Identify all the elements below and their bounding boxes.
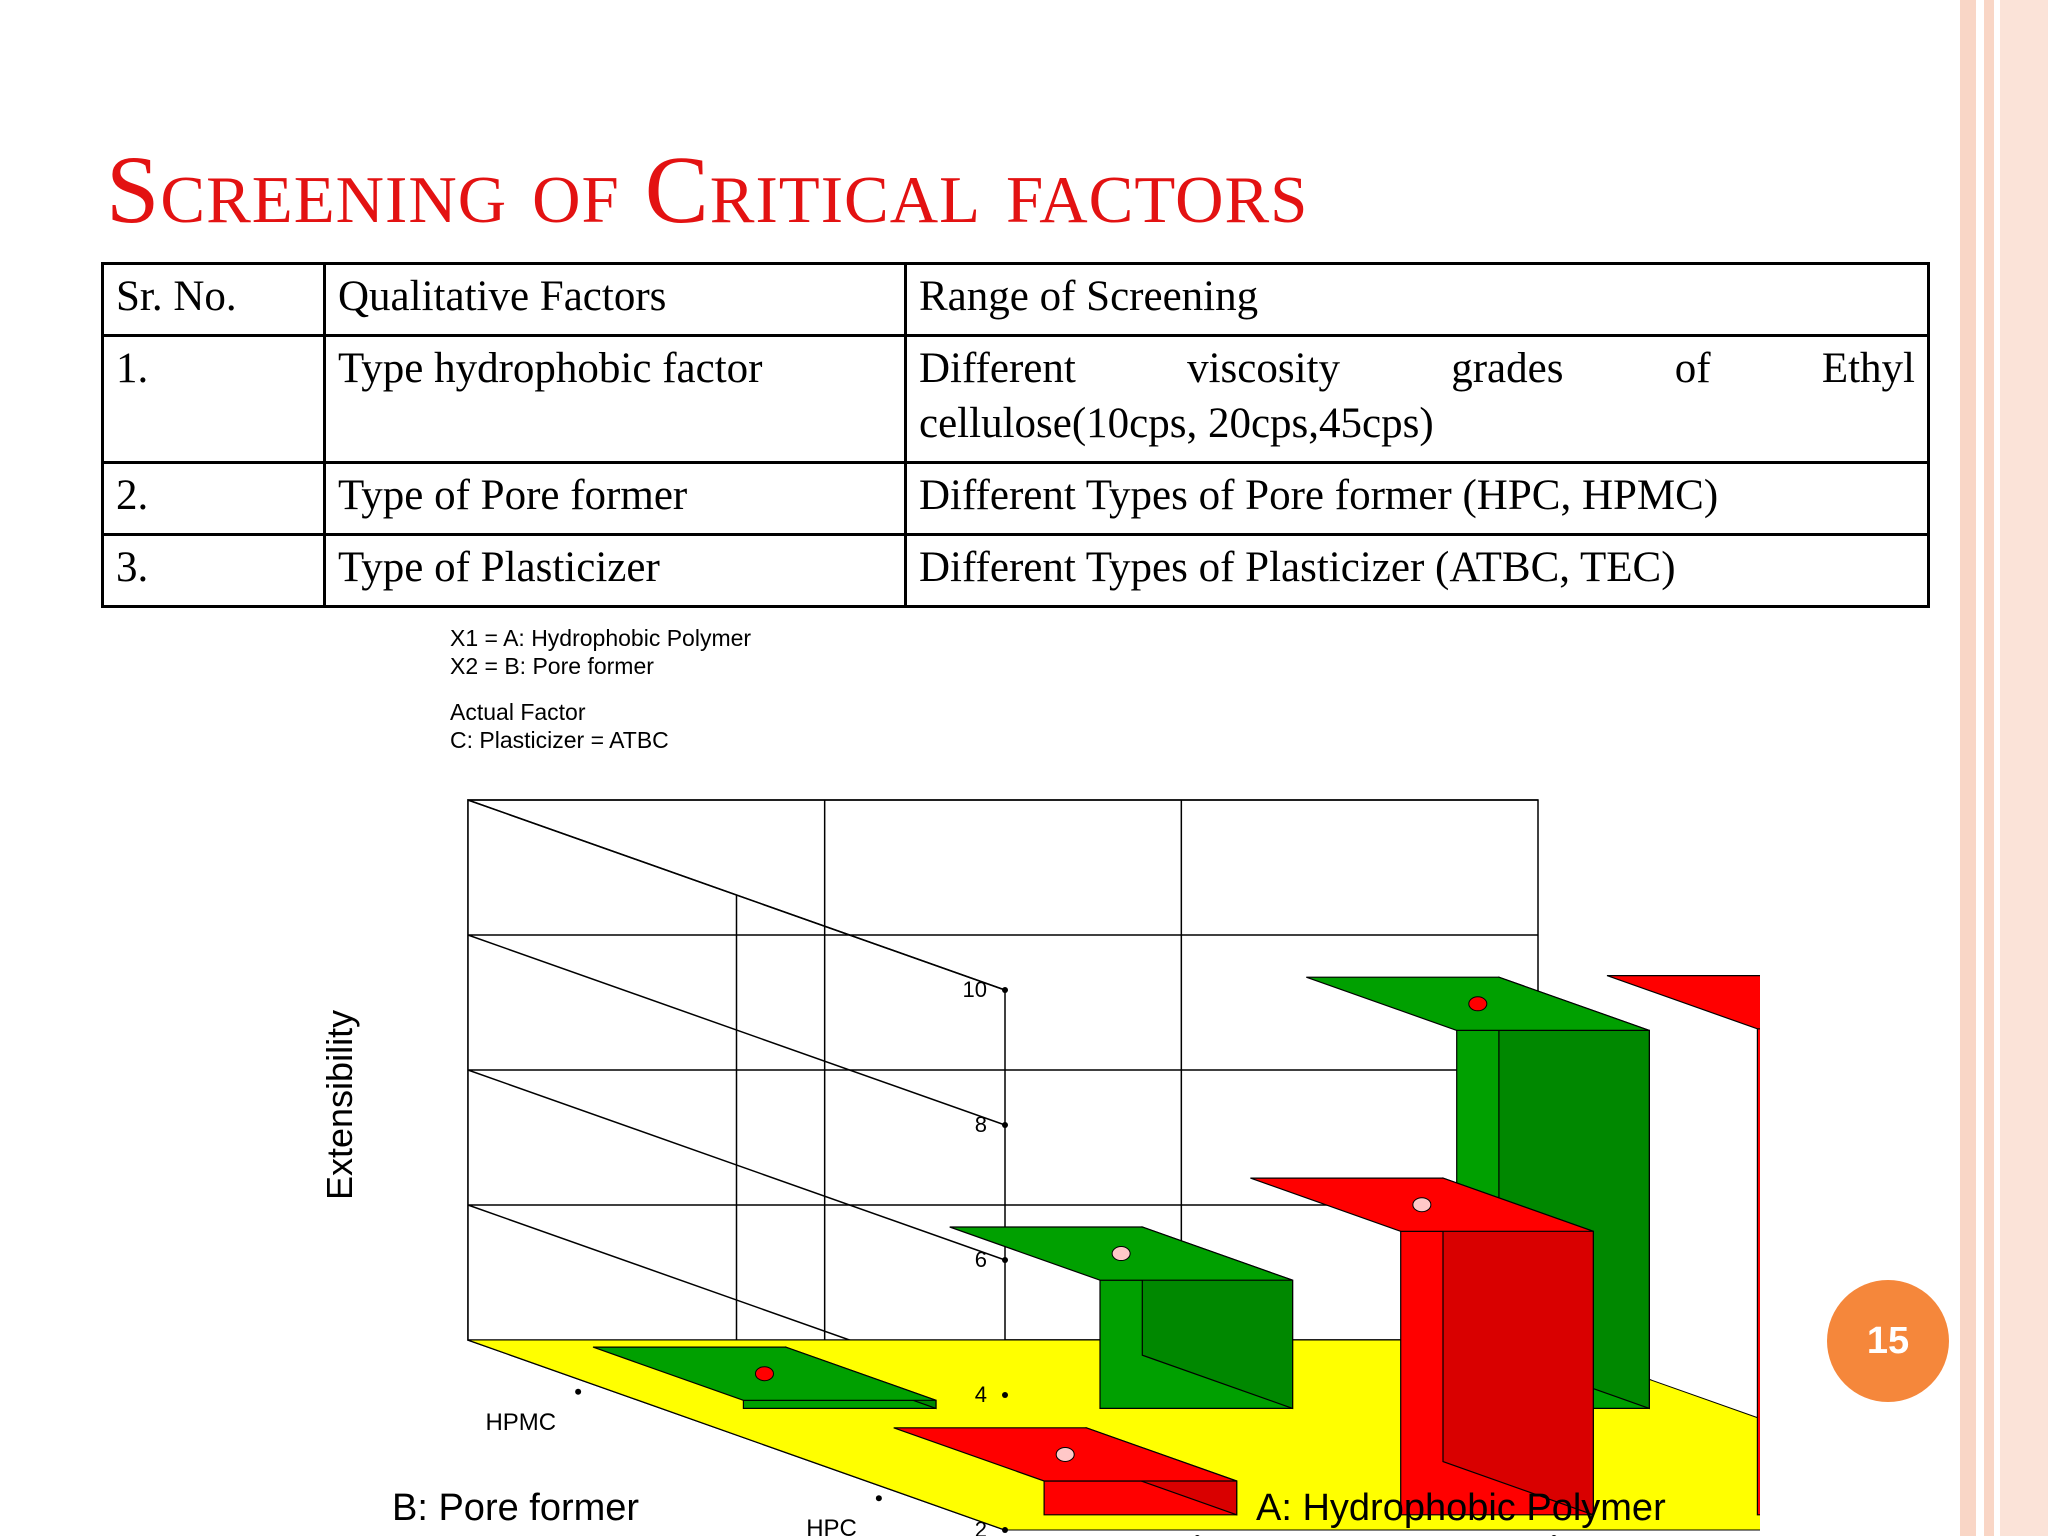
cell-sr: 2.	[101, 461, 326, 537]
header-qualitative-factors: Qualitative Factors	[323, 261, 907, 338]
bar-hpc-ec-20-cps	[1250, 1177, 1594, 1516]
cell-sr: 3.	[101, 533, 326, 609]
z-tick-label: 10	[963, 977, 987, 1002]
z-tick-mark	[1002, 1257, 1008, 1263]
bar-hpmc-ec-10-cps	[592, 1346, 937, 1410]
border-stripe-inner	[1984, 0, 1994, 1536]
legend-line: C: Plasticizer = ATBC	[450, 727, 669, 753]
table-header-row: Sr. No. Qualitative Factors Range of Scr…	[101, 261, 1930, 338]
z-axis-title: Extensibility	[319, 1010, 360, 1200]
table-row: 1. Type hydrophobic factor Different vis…	[101, 334, 1930, 465]
legend-line: Actual Factor	[450, 699, 586, 725]
cell-factor: Type of Plasticizer	[323, 533, 907, 609]
bar-front-face	[742, 1399, 937, 1410]
bar-hpc-ec-10-cps	[893, 1426, 1238, 1516]
cell-range: Different Types of Pore former (HPC, HPM…	[904, 461, 1930, 537]
z-tick-mark	[1002, 1392, 1008, 1398]
cell-range: Different viscosity grades of Ethyl cell…	[904, 334, 1930, 465]
bar-design-point	[754, 1366, 774, 1382]
z-tick-mark	[1002, 1122, 1008, 1128]
y-tick-mark	[875, 1495, 882, 1502]
y-tick-mark	[575, 1388, 582, 1395]
y-tick-label: HPC	[806, 1515, 857, 1536]
z-tick-label: 2	[975, 1517, 987, 1536]
y-tick-label: HPMC	[485, 1409, 556, 1436]
z-tick-label: 4	[975, 1382, 987, 1407]
cell-range: Different Types of Plasticizer (ATBC, TE…	[904, 533, 1930, 609]
header-range-of-screening: Range of Screening	[904, 261, 1930, 338]
slide-title: Screening of Critical factors	[106, 136, 1309, 243]
page-number-badge: 15	[1827, 1280, 1949, 1402]
x-axis-title: A: Hydrophobic Polymer	[1256, 1487, 1666, 1529]
bar-front-face	[1756, 1028, 1760, 1516]
legend-line: X1 = A: Hydrophobic Polymer	[450, 625, 751, 651]
z-tick-mark	[1002, 987, 1008, 993]
cell-range-line2: cellulose(10cps, 20cps,45cps)	[919, 400, 1434, 448]
z-tick-label: 6	[975, 1247, 987, 1272]
bar-top-face	[1606, 974, 1760, 1030]
y-axis-title: B: Pore former	[392, 1487, 639, 1529]
bar-design-point	[1055, 1446, 1075, 1462]
extensibility-3d-bar-chart: 246810EC 10 CPSEC 20 CPSEC 45 CPSHPCHPMC…	[319, 625, 1760, 1536]
z-tick-mark	[1002, 1527, 1008, 1533]
bar-design-point	[1468, 996, 1488, 1012]
header-sr-no: Sr. No.	[101, 261, 326, 338]
cell-factor: Type hydrophobic factor	[323, 334, 907, 465]
bar-design-point	[1412, 1197, 1432, 1213]
bar-hpmc-ec-20-cps	[949, 1226, 1294, 1410]
bar-hpc-ec-45-cps	[1606, 974, 1760, 1516]
cell-range-line1: Different viscosity grades of Ethyl	[919, 345, 1915, 393]
screening-table: Sr. No. Qualitative Factors Range of Scr…	[101, 261, 1930, 609]
bar-design-point	[1111, 1246, 1131, 1262]
cell-sr: 1.	[101, 334, 326, 465]
border-stripe-edge	[2000, 0, 2048, 1536]
table-row: 3. Type of Plasticizer Different Types o…	[101, 533, 1930, 609]
border-stripe-outer	[1960, 0, 1976, 1536]
legend-line: X2 = B: Pore former	[450, 653, 654, 679]
z-tick-label: 8	[975, 1112, 987, 1137]
cell-factor: Type of Pore former	[323, 461, 907, 537]
table-row: 2. Type of Pore former Different Types o…	[101, 461, 1930, 537]
